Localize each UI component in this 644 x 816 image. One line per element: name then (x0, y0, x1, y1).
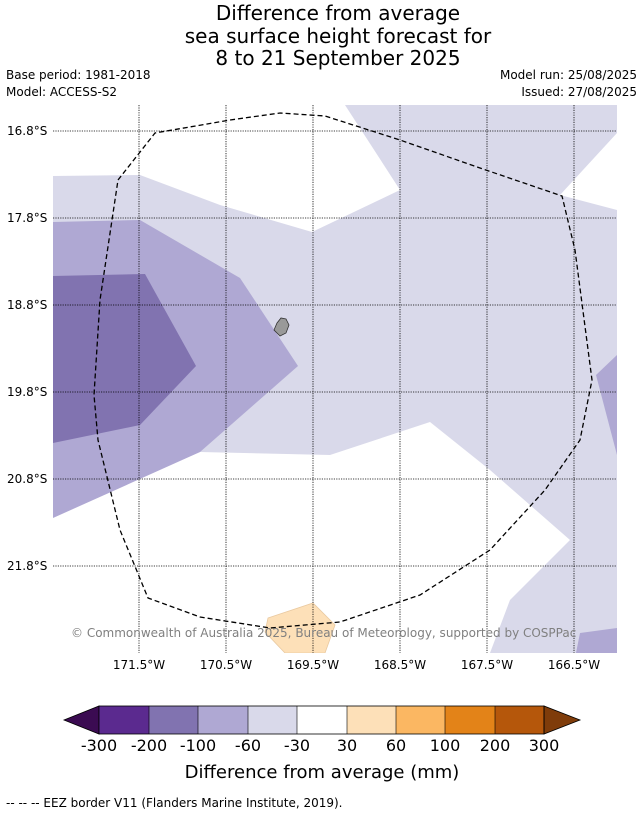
colorbar-bin (445, 706, 495, 734)
moderate-negative-region-southeast (576, 628, 617, 653)
title-line-2: sea surface height forecast for (184, 23, 492, 48)
colorbar-bin (347, 706, 396, 734)
neutral-region-northeast (560, 133, 617, 210)
eez-border (93, 112, 593, 629)
colorbar-bin (297, 706, 347, 734)
colorbar-label: -200 (131, 736, 167, 755)
colorbar-label: -100 (180, 736, 216, 755)
eez-footnote: -- -- -- EEZ border V11 (Flanders Marine… (6, 796, 343, 810)
colorbar-label: -60 (235, 736, 261, 755)
model-name: Model: ACCESS-S2 (6, 85, 118, 99)
colorbar-under-arrow (62, 705, 100, 735)
colorbar-label: 60 (386, 736, 406, 755)
colorbar-frame (98, 705, 545, 735)
meta-left: Base period: 1981-2018 Model: ACCESS-S2 (6, 67, 151, 101)
lat-label: 21.8°S (7, 559, 47, 573)
colorbar-label: -30 (284, 736, 310, 755)
colorbar-labels: -300 -200 -100 -60 -30 30 60 100 200 300… (81, 736, 559, 783)
title-line-3: 8 to 21 September 2025 (215, 46, 461, 70)
colorbar-bin (495, 706, 544, 734)
longitude-labels: 171.5°W 170.5°W 169.5°W 168.5°W 167.5°W … (113, 658, 600, 672)
lon-label: 166.5°W (548, 658, 600, 672)
colorbar-bin (198, 706, 248, 734)
lat-label: 17.8°S (7, 211, 47, 225)
lat-label: 19.8°S (7, 385, 47, 399)
lon-label: 171.5°W (113, 658, 165, 672)
anomaly-field (53, 105, 617, 653)
lon-label: 168.5°W (374, 658, 426, 672)
island-niue (273, 317, 290, 337)
lon-label: 169.5°W (287, 658, 339, 672)
base-period: Base period: 1981-2018 (6, 68, 151, 82)
colorbar-label: -300 (81, 736, 117, 755)
colorbar-bin (149, 706, 198, 734)
graticule (53, 105, 617, 653)
colorbar-over-arrow (543, 705, 582, 735)
colorbar-dividers (148, 706, 496, 734)
moderate-negative-region-east (596, 355, 617, 455)
latitude-labels: 16.8°S 17.8°S 18.8°S 19.8°S 20.8°S 21.8°… (7, 124, 47, 573)
strong-negative-region (53, 274, 196, 443)
colorbar-label: 300 (529, 736, 560, 755)
title-line-1: Difference from average (215, 1, 461, 25)
model-run: Model run: 25/08/2025 (499, 68, 637, 82)
colorbar-bin (99, 706, 149, 734)
lat-label: 18.8°S (7, 298, 47, 312)
colorbar-label: 100 (430, 736, 461, 755)
copyright-notice: © Commonwealth of Australia 2025, Bureau… (71, 626, 576, 640)
colorbar: -300 -200 -100 -60 -30 30 60 100 200 300… (62, 705, 582, 783)
lon-label: 170.5°W (200, 658, 252, 672)
meta-right: Model run: 25/08/2025 Issued: 27/08/2025 (500, 67, 637, 101)
lon-label: 167.5°W (461, 658, 513, 672)
neutral-region-south (53, 422, 570, 653)
colorbar-bin (248, 706, 297, 734)
colorbar-bin (396, 706, 445, 734)
colorbar-label: 30 (337, 736, 357, 755)
issued-date: Issued: 27/08/2025 (521, 85, 637, 99)
colorbar-label: 200 (480, 736, 511, 755)
colorbar-title: Difference from average (mm) (185, 762, 460, 783)
lat-label: 16.8°S (7, 124, 47, 138)
map-title: Difference from average sea surface heig… (0, 2, 644, 70)
lat-label: 20.8°S (7, 472, 47, 486)
